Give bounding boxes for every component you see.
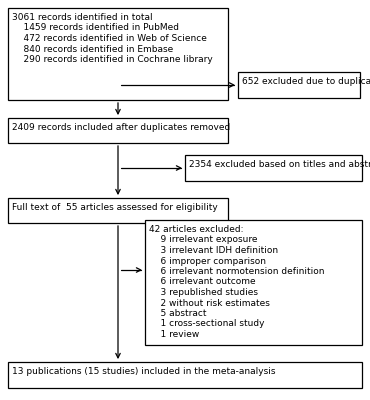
Text: 652 excluded due to duplicates: 652 excluded due to duplicates: [242, 77, 370, 86]
Text: 6 improper comparison: 6 improper comparison: [149, 256, 266, 266]
Text: 9 irrelevant exposure: 9 irrelevant exposure: [149, 236, 258, 244]
Text: 3 republished studies: 3 republished studies: [149, 288, 258, 297]
Bar: [145, 220, 362, 345]
Text: 472 records identified in Web of Science: 472 records identified in Web of Science: [12, 34, 207, 43]
Text: 1459 records identified in PubMed: 1459 records identified in PubMed: [12, 24, 179, 32]
Text: 2354 excluded based on titles and abstracts: 2354 excluded based on titles and abstra…: [189, 160, 370, 169]
Text: 5 abstract: 5 abstract: [149, 309, 206, 318]
Text: Full text of  55 articles assessed for eligibility: Full text of 55 articles assessed for el…: [12, 203, 218, 212]
Bar: [8, 118, 228, 143]
Text: 6 irrelevant normotension definition: 6 irrelevant normotension definition: [149, 267, 324, 276]
Text: 13 publications (15 studies) included in the meta-analysis: 13 publications (15 studies) included in…: [12, 367, 276, 376]
Text: 1 cross-sectional study: 1 cross-sectional study: [149, 320, 265, 328]
Bar: [8, 198, 228, 223]
Bar: [8, 8, 228, 100]
Text: 1 review: 1 review: [149, 330, 199, 339]
Text: 3 irrelevant IDH definition: 3 irrelevant IDH definition: [149, 246, 278, 255]
Text: 840 records identified in Embase: 840 records identified in Embase: [12, 44, 173, 54]
Bar: [238, 72, 360, 98]
Text: 42 articles excluded:: 42 articles excluded:: [149, 225, 243, 234]
Bar: [8, 362, 362, 388]
Text: 290 records identified in Cochrane library: 290 records identified in Cochrane libra…: [12, 55, 213, 64]
Text: 6 irrelevant outcome: 6 irrelevant outcome: [149, 278, 256, 286]
Text: 3061 records identified in total: 3061 records identified in total: [12, 13, 153, 22]
Text: 2 without risk estimates: 2 without risk estimates: [149, 298, 270, 308]
Bar: [185, 155, 362, 181]
Text: 2409 records included after duplicates removed: 2409 records included after duplicates r…: [12, 123, 230, 132]
